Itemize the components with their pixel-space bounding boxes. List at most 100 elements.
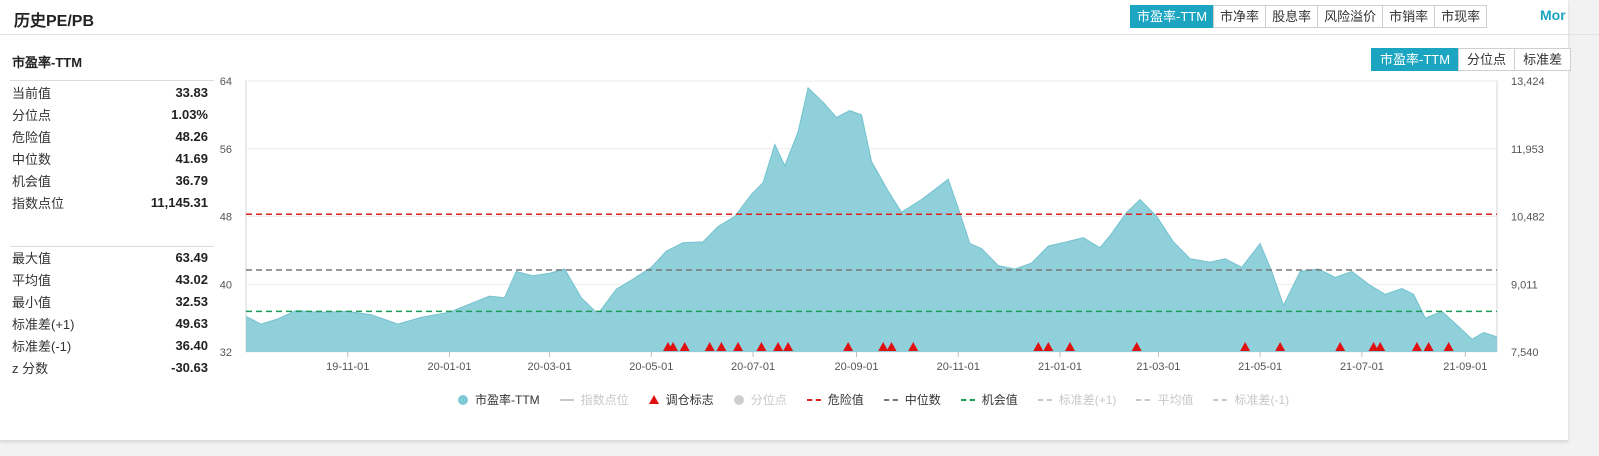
legend-line-icon [559,398,574,401]
pe-area-series [246,87,1497,353]
tab-pe-ttm[interactable]: 市盈率-TTM [1130,5,1215,28]
stat-label: 标准差(+1) [12,316,75,332]
stat-row: 最小值 32.53 [12,290,208,312]
chart-mode-tabs: 市盈率-TTM 分位点 标准差 [1371,48,1572,71]
subtab-std-dev[interactable]: 标准差 [1514,48,1572,71]
x-tick-label: 20-01-01 [427,361,471,373]
x-tick-label: 21-07-01 [1340,361,1384,373]
stat-value: 63.49 [175,249,208,265]
legend-item[interactable]: 标准差(-1) [1213,391,1289,408]
sidebar-divider [10,246,214,247]
subtab-pe-ttm[interactable]: 市盈率-TTM [1371,48,1460,71]
stat-row: 危险值 48.26 [12,125,208,147]
tab-pcf[interactable]: 市现率 [1434,5,1488,28]
stat-label: 标准差(-1) [12,338,72,354]
rebalance-marker [668,342,679,351]
rebalance-marker [1368,342,1379,351]
tab-dividend-yield[interactable]: 股息率 [1265,5,1319,28]
rebalance-marker [704,342,715,351]
stat-value: 11,145.31 [150,194,208,210]
x-tick-label: 21-05-01 [1238,361,1282,373]
stat-label: z 分数 [12,360,49,376]
stat-row: 机会值 36.79 [12,169,208,191]
legend-dash-icon [1136,398,1151,401]
x-tick-label: 20-11-01 [937,361,980,373]
x-tick-label: 21-09-01 [1443,361,1487,373]
legend-item[interactable]: 调仓标志 [648,391,714,408]
y-right-tick-label: 7,540 [1511,347,1539,359]
stat-label: 指数点位 [12,195,65,211]
rebalance-marker [1043,342,1054,351]
stat-row: 中位数 41.69 [12,147,208,169]
rebalance-marker [1275,342,1286,351]
y-left-tick-label: 56 [220,144,232,156]
rebalance-marker [1411,342,1422,351]
stat-value: 36.79 [175,172,208,188]
stat-value: 36.40 [175,337,208,353]
rebalance-marker [679,342,690,351]
stat-label: 平均值 [12,272,52,288]
legend-label: 中位数 [904,393,941,407]
y-left-tick-label: 40 [220,279,232,291]
stat-value: 32.53 [175,293,208,309]
stat-row: 分位点 1.03% [12,103,208,125]
rebalance-marker [1423,342,1434,351]
legend-item[interactable]: 危险值 [806,391,864,408]
legend-item[interactable]: 指数点位 [559,391,629,408]
stat-row: 当前值 33.83 [12,81,208,103]
y-right-tick-label: 13,424 [1511,76,1545,88]
rebalance-marker [1443,342,1454,351]
sidebar-title: 市盈率-TTM [12,55,83,70]
rebalance-marker [1240,342,1251,351]
stat-value: 49.63 [175,315,208,331]
stat-label: 中位数 [12,151,52,167]
stat-label: 机会值 [12,173,52,189]
x-tick-label: 21-01-01 [1038,361,1082,373]
legend-item[interactable]: 中位数 [883,391,941,408]
x-tick-label: 21-03-01 [1136,361,1180,373]
legend-triangle-icon [648,395,659,404]
stat-row: 标准差(+1) 49.63 [12,312,208,334]
stat-value: 41.69 [175,150,208,166]
rebalance-marker [756,342,767,351]
legend-dash-icon [806,398,821,401]
panel-header: 历史PE/PB 市盈率-TTM 市净率 股息率 风险溢价 市销率 市现率 Mor [0,0,1599,35]
tab-risk-premium[interactable]: 风险溢价 [1317,5,1384,28]
legend-label: 标准差(-1) [1234,393,1290,407]
more-link[interactable]: Mor [1540,7,1566,23]
subtab-percentile[interactable]: 分位点 [1458,48,1516,71]
rebalance-marker [886,342,897,351]
rebalance-marker [1131,342,1142,351]
y-right-tick-label: 11,953 [1511,144,1544,156]
stat-label: 最大值 [12,250,52,266]
stat-row: 指数点位 11,145.31 [12,191,208,213]
stat-row: 最大值 63.49 [12,246,208,268]
legend-item[interactable]: 机会值 [960,391,1018,408]
x-tick-label: 20-05-01 [629,361,673,373]
stat-label: 危险值 [12,129,52,145]
y-left-tick-label: 64 [220,76,232,88]
y-left-tick-label: 48 [220,212,232,224]
stat-row: 标准差(-1) 36.40 [12,334,208,356]
legend-item[interactable]: 平均值 [1136,391,1193,408]
rebalance-marker [773,342,784,351]
sidebar-divider [10,80,214,81]
legend-label: 市盈率-TTM [475,393,540,407]
tab-pb[interactable]: 市净率 [1213,5,1267,28]
stat-value: 43.02 [175,271,208,287]
stat-value: 1.03% [171,106,208,122]
legend-item[interactable]: 标准差(+1) [1037,391,1116,408]
rebalance-marker [1064,342,1075,351]
legend-label: 分位点 [750,393,787,407]
pe-line-series [245,86,1498,340]
rebalance-marker [1033,342,1044,351]
stat-row: z 分数 -30.63 [12,356,208,378]
rebalance-marker [716,342,727,351]
legend-item[interactable]: 分位点 [733,391,787,408]
legend-dash-icon [960,398,975,401]
page-title: 历史PE/PB [14,13,95,30]
rebalance-marker [733,342,744,351]
legend-item[interactable]: 市盈率-TTM [458,391,540,408]
x-tick-label: 19-11-01 [326,361,369,373]
